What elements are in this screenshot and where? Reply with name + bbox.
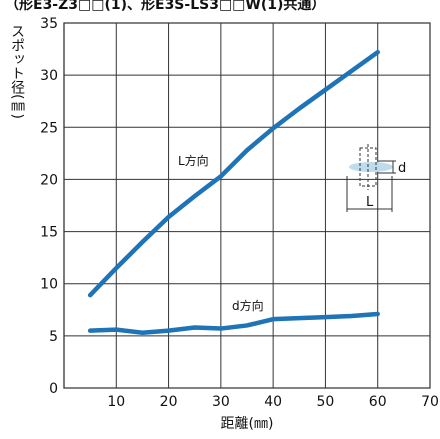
x-tick-label: 50 (317, 394, 335, 410)
y-tick-label: 15 (40, 225, 58, 241)
x-tick-label: 70 (421, 394, 439, 410)
y-tick-label: 20 (40, 172, 58, 188)
series-label-l-direction: L方向 (178, 153, 209, 168)
y-tick-label: 0 (49, 381, 58, 397)
y-axis-title: スポット径(㎜) (9, 24, 25, 119)
x-tick-label: 40 (264, 394, 282, 410)
y-tick-label: 10 (40, 277, 58, 293)
series-line-l-direction (87, 49, 380, 298)
grid (63, 22, 431, 389)
spot-diagram-inset: d L (346, 144, 406, 212)
d-dim-label: d (398, 161, 406, 176)
spot-ellipse (349, 162, 393, 172)
l-dim-label: L (366, 195, 374, 210)
plot-frame (63, 22, 431, 389)
y-tick-label: 30 (40, 68, 58, 84)
series-label-d-direction: d方向 (232, 298, 264, 313)
y-tick-label: 5 (49, 329, 58, 345)
tick-labels: 10 20 30 40 50 60 70 0 5 10 15 20 25 30 35 (40, 16, 439, 410)
x-axis-title: 距離(㎜) (221, 415, 274, 432)
x-tick-label: 30 (212, 394, 230, 410)
header-text: （形E3-Z3□□(1)、形E3S-LS3□□W(1)共通） (5, 0, 325, 13)
x-tick-label: 20 (160, 394, 178, 410)
y-tick-label: 35 (40, 16, 58, 32)
x-tick-label: 10 (107, 394, 125, 410)
series-layer (87, 49, 380, 335)
series-line-d-direction (87, 311, 380, 335)
x-tick-label: 60 (369, 394, 387, 410)
y-tick-label: 25 (40, 120, 58, 136)
